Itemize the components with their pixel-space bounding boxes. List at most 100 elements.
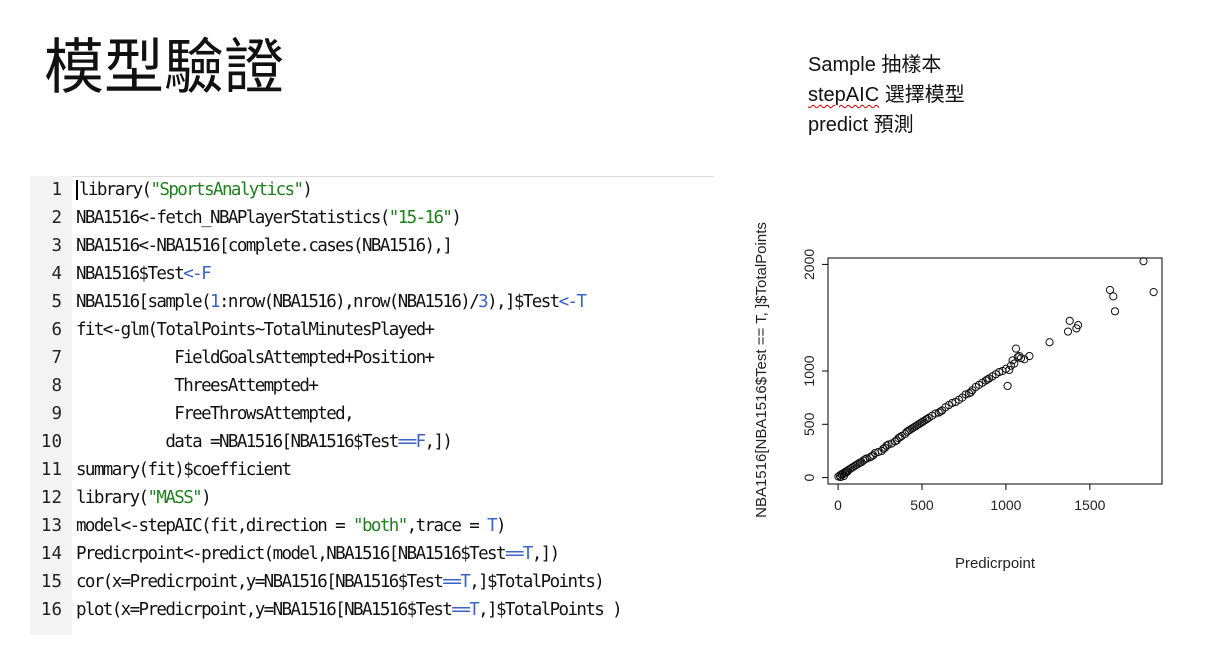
data-point [1025,351,1034,361]
code-line[interactable]: 15 cor(x=Predicrpoint,y=NBA1516[NBA1516$T… [30,568,714,596]
code-token: FreeThrowsAttempted, [76,404,354,424]
y-tick-label: 2000 [801,249,817,280]
data-point [884,440,893,449]
data-point [995,367,1004,377]
x-tick-label: 500 [910,497,934,513]
code-line[interactable]: 7 FieldGoalsAttempted+Position+ [30,344,714,372]
data-point [1105,285,1115,295]
code-token: ==T [504,544,533,564]
code-token: <-T [558,292,587,312]
code-token: NBA1516<-fetch_NBAPlayerStatistics( [76,208,390,228]
note-desc: 抽樣本 [881,54,942,76]
code-token: NBA1516[sample( [76,292,212,312]
code-text: FreeThrowsAttempted, [76,400,354,428]
line-number: 2 [51,208,62,228]
code-editor[interactable]: 1 library("SportsAnalytics") 2 NBA1516<-fet… [30,160,714,635]
data-point [961,390,970,399]
y-tick-label: 1000 [801,355,817,386]
y-tick-label: 0 [801,474,817,482]
code-line[interactable]: 11 summary(fit)$coefficient [30,456,714,484]
code-text: library("SportsAnalytics") [76,176,313,204]
code-token: summary(fit)$coefficient [76,460,292,480]
text-cursor [76,180,78,200]
code-token: library( [79,180,152,200]
code-token: library( [76,488,149,508]
code-token: ,trace = [406,516,488,536]
data-point [1149,288,1158,297]
code-line[interactable]: 16 plot(x=Predicrpoint,y=NBA1516[NBA1516$… [30,596,714,624]
data-point [948,398,957,408]
code-line[interactable]: 3 NBA1516<-NBA1516[complete.cases(NBA1516… [30,232,714,260]
line-number-gutter [30,176,72,635]
code-line[interactable]: 2 NBA1516<-fetch_NBAPlayerStatistics("15-… [30,204,714,232]
code-token: :nrow(NBA1516),nrow(NBA1516)/ [218,292,480,312]
code-line[interactable]: 14 Predicrpoint<-predict(model,NBA1516[NB… [30,540,714,568]
code-token: "SportsAnalytics" [150,180,305,200]
code-text: data =NBA1516[NBA1516$Test==F,]) [76,428,453,456]
code-token: NBA1516<-NBA1516[complete.cases(NBA1516)… [76,236,453,256]
code-token: ) [451,208,462,228]
code-token: plot(x=Predicrpoint,y=NBA1516[NBA1516$Te… [76,600,453,620]
data-point [862,454,871,463]
data-point [882,441,891,450]
code-token: FieldGoalsAttempted+Position+ [76,348,435,368]
code-text: cor(x=Predicrpoint,y=NBA1516[NBA1516$Tes… [76,568,605,596]
code-token: "MASS" [147,488,203,508]
code-token: ==T [451,600,479,620]
scatter-plot-svg: 0 500 1000 1500 0 500 1000 2000 Predicrpoint NBA1… [753,222,1163,572]
code-line[interactable]: 12 library("MASS") [30,484,714,512]
code-line[interactable]: 9 FreeThrowsAttempted, [30,400,714,428]
x-tick-label: 0 [834,497,842,513]
data-point [1073,321,1083,330]
code-token: "15-16" [388,208,453,228]
code-token: ),]$Test [487,292,560,312]
code-token: ,]$TotalPoints) [469,572,605,592]
code-token: Predicrpoint<-predict(model,NBA1516[NBA1… [76,544,507,564]
code-token: "both" [353,516,408,536]
data-point [1005,365,1014,375]
data-point [1003,381,1012,391]
code-line[interactable]: 13 model<-stepAIC(fit,direction = "both",… [30,512,714,540]
notes-list: Sample 抽樣本 stepAIC 選擇模型 predict 預測 [808,50,965,140]
data-point [1065,316,1074,325]
code-token: ) [496,516,507,536]
data-point [1011,344,1021,353]
code-token: ,]) [531,544,560,564]
line-number: 7 [51,348,62,368]
code-line[interactable]: 5 NBA1516[sample(1:nrow(NBA1516),nrow(NBA… [30,288,714,316]
code-text: FieldGoalsAttempted+Position+ [76,344,435,372]
code-token: ) [302,180,313,200]
x-tick-label: 1000 [990,497,1021,513]
line-number: 11 [40,460,62,480]
code-line[interactable]: 6 fit<-glm(TotalPoints~TotalMinutesPlayed… [30,316,714,344]
code-text: NBA1516$Test<-F [76,260,212,288]
code-text: Predicrpoint<-predict(model,NBA1516[NBA1… [76,540,560,568]
line-number: 6 [51,320,62,340]
line-number: 9 [51,404,62,424]
note-desc: 選擇模型 [884,84,965,106]
code-token: 3 [478,292,489,312]
y-tick-label: 500 [801,412,817,436]
note-sample: Sample 抽樣本 [808,50,965,80]
code-text: summary(fit)$coefficient [76,456,292,484]
code-text: library("MASS") [76,484,212,512]
scatter-chart: 0 500 1000 1500 0 500 1000 2000 Predicrpoint NBA1… [744,180,1184,580]
code-text: NBA1516<-NBA1516[complete.cases(NBA1516)… [76,232,453,260]
code-line[interactable]: 10 data =NBA1516[NBA1516$Test==F,]) [30,428,714,456]
code-line[interactable]: 4 NBA1516$Test<-F [30,260,714,288]
code-token: ,]) [424,432,453,452]
data-point [1110,307,1120,316]
code-line[interactable]: 8 ThreesAttempted+ [30,372,714,400]
y-axis-label: NBA1516[NBA1516$Test == T, ]$TotalPoints [753,222,770,518]
code-line[interactable]: 1 library("SportsAnalytics") [30,176,714,204]
data-point [1010,359,1019,368]
data-point [936,407,945,416]
code-text: plot(x=Predicrpoint,y=NBA1516[NBA1516$Te… [76,596,623,624]
line-number: 12 [40,488,62,508]
code-token: cor(x=Predicrpoint,y=NBA1516[NBA1516$Tes… [76,572,444,592]
code-token: data =NBA1516[NBA1516$Test [76,432,399,452]
slide-title: 模型驗證 [44,33,284,103]
code-token: ==T [442,572,470,592]
line-number: 4 [51,264,62,284]
line-number: 14 [40,544,62,564]
